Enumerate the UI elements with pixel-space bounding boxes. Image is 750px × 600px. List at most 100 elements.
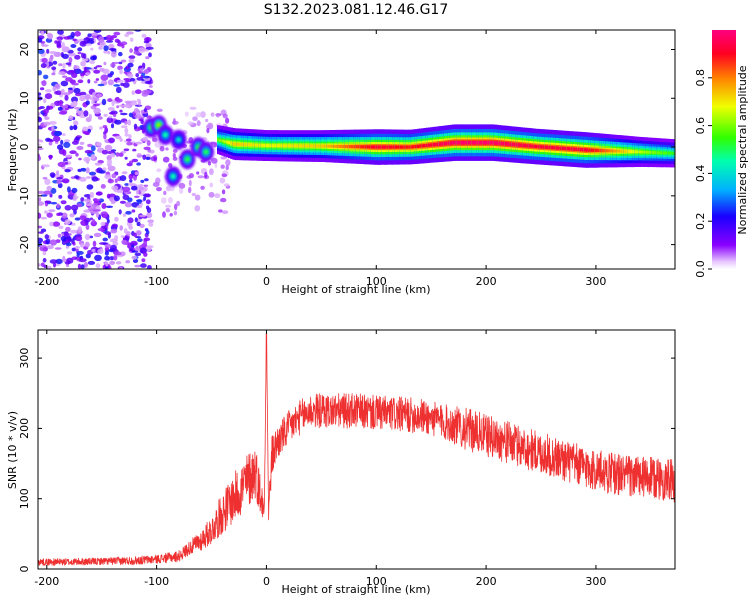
spectrogram-noise-cell (95, 65, 103, 68)
spectrogram-noise-cell (44, 200, 52, 204)
spectrogram-noise-cell (44, 178, 51, 185)
spectrogram-ridge-cell (638, 150, 642, 154)
spectrogram-ridge-cell (313, 144, 317, 148)
spectrogram-ridge-cell (669, 151, 673, 155)
spectrogram-noise-cell (148, 52, 152, 58)
spectrogram-ridge-cell (502, 141, 506, 146)
spectrogram-noise-cell (57, 144, 64, 150)
spectrogram-ridge-cell (592, 148, 596, 152)
spectrogram-noise-cell (61, 42, 65, 49)
spectrogram-noise-cell (106, 159, 113, 165)
spectrogram-noise-cell (122, 82, 130, 88)
spectrogram-noise-cell (68, 69, 76, 73)
spectrogram-noise-cell (38, 154, 41, 161)
spectrogram-noise-cell (127, 119, 131, 126)
spectrogram-noise-cell (207, 161, 212, 166)
spectrogram-noise-cell (163, 190, 167, 196)
spectrogram-noise-cell (69, 213, 75, 218)
spectrogram-ridge-cell (232, 142, 236, 146)
spectrogram-noise-cell (79, 176, 87, 182)
spectrogram-noise-cell (109, 260, 116, 265)
spectrogram-ridge-cell (423, 144, 427, 148)
spectrogram-noise-cell (96, 93, 102, 98)
spectrogram-noise-cell (135, 73, 139, 78)
spectrogram-noise-cell (164, 204, 172, 208)
spectrogram-noise-cell (45, 89, 52, 93)
spectrogram-ridge-cell (254, 143, 258, 147)
spectrogram-ridge-cell (641, 150, 644, 154)
spectrogram-noise-cell (83, 194, 92, 198)
spectrogram-noise-cell (133, 123, 138, 129)
spectrogram-noise-cell (110, 51, 117, 58)
spectrogram-noise-cell (46, 105, 54, 110)
spectrogram-ridge-cell (381, 145, 385, 149)
spectrogram-noise-cell (146, 212, 153, 219)
spectrogram-noise-cell (65, 62, 72, 65)
spectrogram-noise-cell (215, 113, 220, 118)
spectrogram-noise-cell (187, 121, 194, 126)
spectrogram-noise-cell (156, 168, 162, 173)
spectrogram-noise-cell (172, 149, 178, 153)
spectrogram-ridge-cell (605, 149, 609, 153)
spectrogram-noise-cell (52, 221, 61, 227)
spectrogram-noise-cell (205, 118, 209, 123)
spectrogram-noise-cell (49, 139, 54, 143)
spectrogram-noise-cell (162, 211, 166, 218)
spectrogram-ridge-cell (258, 143, 262, 147)
spectrogram-noise-cell (136, 162, 141, 166)
spectrogram-ridge-cell (223, 140, 227, 143)
spectrogram-noise-cell (76, 250, 84, 255)
spectrogram-noise-cell (56, 41, 61, 48)
spectrogram-noise-cell (120, 59, 127, 63)
spectrogram-noise-cell (99, 126, 103, 130)
spectrogram-noise-cell (156, 187, 162, 192)
spectrogram-noise-cell (77, 263, 82, 269)
snr-x-tick-label: 100 (366, 575, 387, 588)
spectrogram-noise-cell (72, 241, 76, 246)
spectrogram-ridge-cell (498, 141, 501, 145)
spectrogram-noise-cell (103, 45, 109, 52)
spectrogram-ridge-cell (263, 144, 266, 147)
spectrogram-noise-cell (72, 38, 77, 42)
spectrogram-ridge-cell (320, 144, 324, 148)
spectrogram-noise-cell (40, 228, 47, 233)
spectrogram-noise-cell (74, 246, 80, 249)
spectrogram-noise-cell (124, 201, 132, 208)
spectrogram-noise-cell (49, 221, 54, 227)
spectrogram-ridge-cell (590, 148, 594, 152)
spectrogram-ridge-cell (309, 144, 313, 148)
spectrogram-ridge-cell (625, 150, 629, 153)
spectrogram-noise-cell (214, 193, 221, 199)
spectrogram-noise-cell (225, 117, 230, 124)
spectrogram-noise-cell (120, 235, 125, 238)
spectrogram-noise-cell (61, 178, 70, 184)
spectrogram-ridge-cell (603, 149, 607, 153)
spectrogram-noise-cell (97, 228, 105, 232)
spectrogram-ridge-cell (315, 144, 319, 148)
spectrogram-noise-cell (69, 150, 77, 155)
snr-y-tick-label: 0 (18, 566, 31, 573)
spectrogram-noise-cell (38, 147, 44, 151)
spectrogram-noise-cell (77, 51, 82, 55)
spectrogram-noise-cell (124, 104, 130, 108)
spectrogram-ridge-cell (243, 143, 247, 147)
spectrogram-noise-cell (100, 184, 106, 189)
spectrogram-noise-cell (76, 145, 84, 151)
spectrogram-noise-cell (46, 212, 53, 218)
spectrogram-noise-cell (189, 106, 197, 110)
spectrogram-ridge-cell (278, 144, 282, 148)
spectrogram-noise-cell (172, 156, 178, 161)
spectrogram-noise-cell (211, 157, 218, 164)
spectrogram-noise-cell (71, 187, 78, 193)
spectrogram-noise-cell (154, 141, 162, 148)
spectrogram-noise-cell (194, 205, 201, 212)
spectrogram-noise-cell (49, 121, 57, 125)
spectrogram-noise-cell (114, 178, 118, 183)
spectrogram-noise-cell (55, 258, 63, 264)
spectrogram-ridge-cell (241, 143, 244, 146)
spectrogram-ridge-cell (412, 145, 416, 149)
spectrogram-noise-cell (109, 256, 115, 261)
spectrogram-noise-cell (124, 100, 133, 104)
spectrogram-noise-cell (38, 112, 41, 116)
spectrogram-noise-cell (44, 93, 53, 100)
